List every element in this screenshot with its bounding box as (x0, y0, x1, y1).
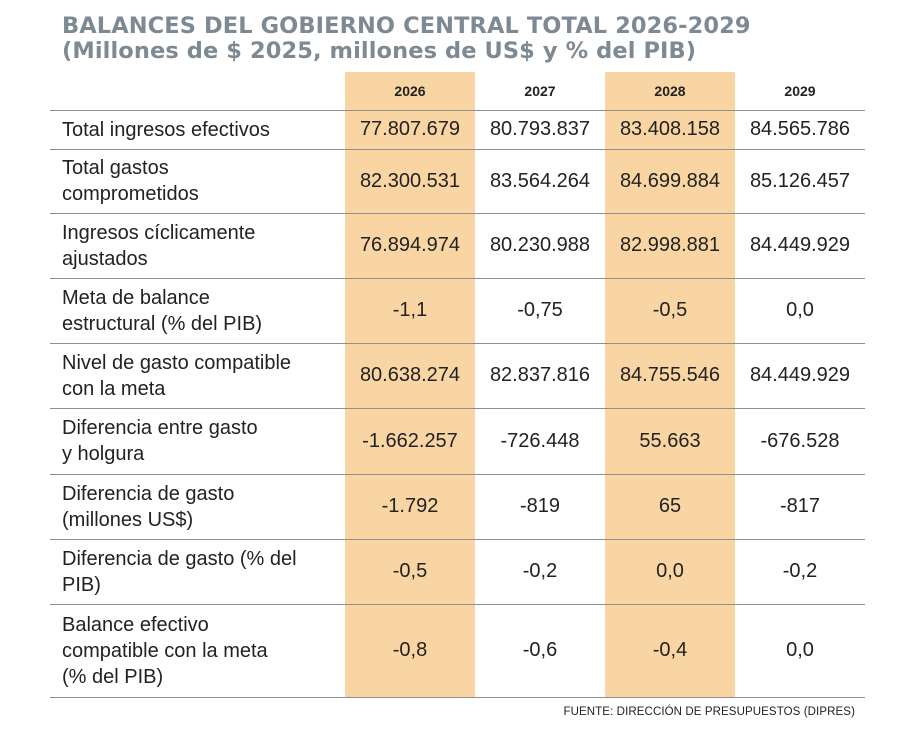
table-title: BALANCES DEL GOBIERNO CENTRAL TOTAL 2026… (62, 14, 882, 64)
row-label-line: compatible con la meta (62, 639, 268, 662)
table-cell-2027: -819 (519, 495, 561, 517)
row-label-line: Balance efectivo (62, 613, 209, 636)
table-cell-2029: -676.528 (760, 429, 840, 452)
table-cell-2026: -0,8 (392, 639, 428, 661)
row-label-line: estructural (% del PIB) (62, 312, 263, 335)
row-label: Diferencia de gasto (% del PIB) (62, 539, 342, 604)
highlight-band-2028 (605, 72, 735, 697)
row-label-line: (millones US$) (62, 508, 194, 531)
column-header-2028: 2028 (654, 83, 686, 99)
row-rule (50, 278, 865, 279)
row-label: Ingresos cíclicamente ajustados (62, 213, 342, 278)
table-cell-2028: 83.408.158 (619, 118, 721, 140)
table-cell-2029: 84.565.786 (749, 118, 851, 140)
table-cell-2026: 76.894.974 (359, 234, 461, 256)
row-rule (50, 539, 865, 540)
table-cell-2029: 84.449.929 (749, 364, 851, 386)
row-label-line: Diferencia de gasto (% del (62, 547, 297, 570)
column-header-2029: 2029 (784, 83, 816, 99)
table-cell-2026: -1,1 (392, 299, 428, 321)
row-rule (50, 110, 865, 111)
table-cell-2027: 80.793.837 (489, 118, 591, 140)
table-cell-2028: 84.699.884 (619, 169, 721, 192)
table-cell-2028: 84.755.546 (619, 364, 721, 386)
table-cell-2028: -0,5 (652, 299, 688, 321)
row-label-line: (% del PIB) (62, 665, 164, 688)
highlight-band-2026 (345, 72, 475, 697)
row-rule (50, 697, 865, 698)
row-rule (50, 343, 865, 344)
row-label: Balance efectivo compatible con la meta (%… (62, 604, 342, 697)
row-rule (50, 408, 865, 409)
row-label: Total ingresos efectivos (62, 110, 342, 149)
row-label: Total gastos comprometidos (62, 149, 342, 213)
table-cell-2029: 0,0 (786, 299, 814, 321)
table-cell-2029: -0,2 (782, 560, 818, 582)
table-cell-2026: 82.300.531 (359, 169, 461, 192)
row-label: Diferencia de gasto (millones US$) (62, 474, 342, 539)
table-cell-2026: -0,5 (392, 560, 428, 582)
table-cell-2028: 65 (658, 495, 682, 517)
title-line-1: BALANCES DEL GOBIERNO CENTRAL TOTAL 2026… (62, 13, 751, 39)
table-cell-2026: -1.792 (381, 495, 439, 517)
table-cell-2027: -726.448 (500, 429, 580, 452)
row-label: Diferencia entre gasto y holgura (62, 408, 342, 474)
table-cell-2027: 82.837.816 (489, 364, 591, 386)
table-cell-2028: -0,4 (652, 639, 688, 661)
table-cell-2028: 82.998.881 (619, 234, 721, 256)
table-cell-2029: 85.126.457 (749, 169, 851, 192)
row-label-line: y holgura (62, 443, 145, 465)
row-rule (50, 149, 865, 150)
table-cell-2029: -817 (779, 495, 821, 517)
table-cell-2027: 83.564.264 (489, 169, 591, 192)
table-cell-2027: -0,6 (522, 639, 558, 661)
row-label-line: ajustados (62, 247, 148, 270)
row-label: Nivel de gasto compatible con la meta (62, 343, 342, 408)
column-header-2027: 2027 (524, 83, 556, 99)
row-label-line: Meta de balance (62, 286, 210, 309)
row-label: Meta de balance estructural (% del PIB) (62, 278, 342, 343)
row-rule (50, 213, 865, 214)
row-rule (50, 604, 865, 605)
row-label-line: con la meta (62, 377, 166, 400)
row-label-line: comprometidos (62, 183, 199, 205)
row-label-line: Diferencia entre gasto (62, 417, 258, 439)
table-cell-2026: 80.638.274 (359, 364, 461, 386)
row-label-line: PIB) (62, 573, 101, 596)
source-note: FUENTE: DIRECCIÓN DE PRESUPUESTOS (DIPRE… (563, 706, 855, 718)
table-cell-2026: -1.662.257 (362, 429, 458, 452)
column-header-2026: 2026 (394, 83, 426, 99)
title-line-2: (Millones de $ 2025, millones de US$ y %… (62, 38, 697, 64)
table-cell-2027: 80.230.988 (489, 234, 591, 256)
table-cell-2029: 0,0 (786, 639, 814, 661)
table-cell-2029: 84.449.929 (749, 234, 851, 256)
row-label-line: Total ingresos efectivos (62, 118, 270, 141)
row-label-line: Nivel de gasto compatible (62, 351, 292, 374)
table-cell-2027: -0,75 (517, 299, 563, 321)
row-label-line: Total gastos (62, 157, 169, 179)
table-cell-2028: 55.663 (639, 429, 701, 452)
table-cell-2027: -0,2 (522, 560, 558, 582)
table-cell-2028: 0,0 (656, 560, 684, 582)
row-rule (50, 474, 865, 475)
row-label-line: Diferencia de gasto (62, 482, 235, 505)
row-label-line: Ingresos cíclicamente (62, 221, 256, 244)
table-cell-2026: 77.807.679 (359, 118, 461, 140)
